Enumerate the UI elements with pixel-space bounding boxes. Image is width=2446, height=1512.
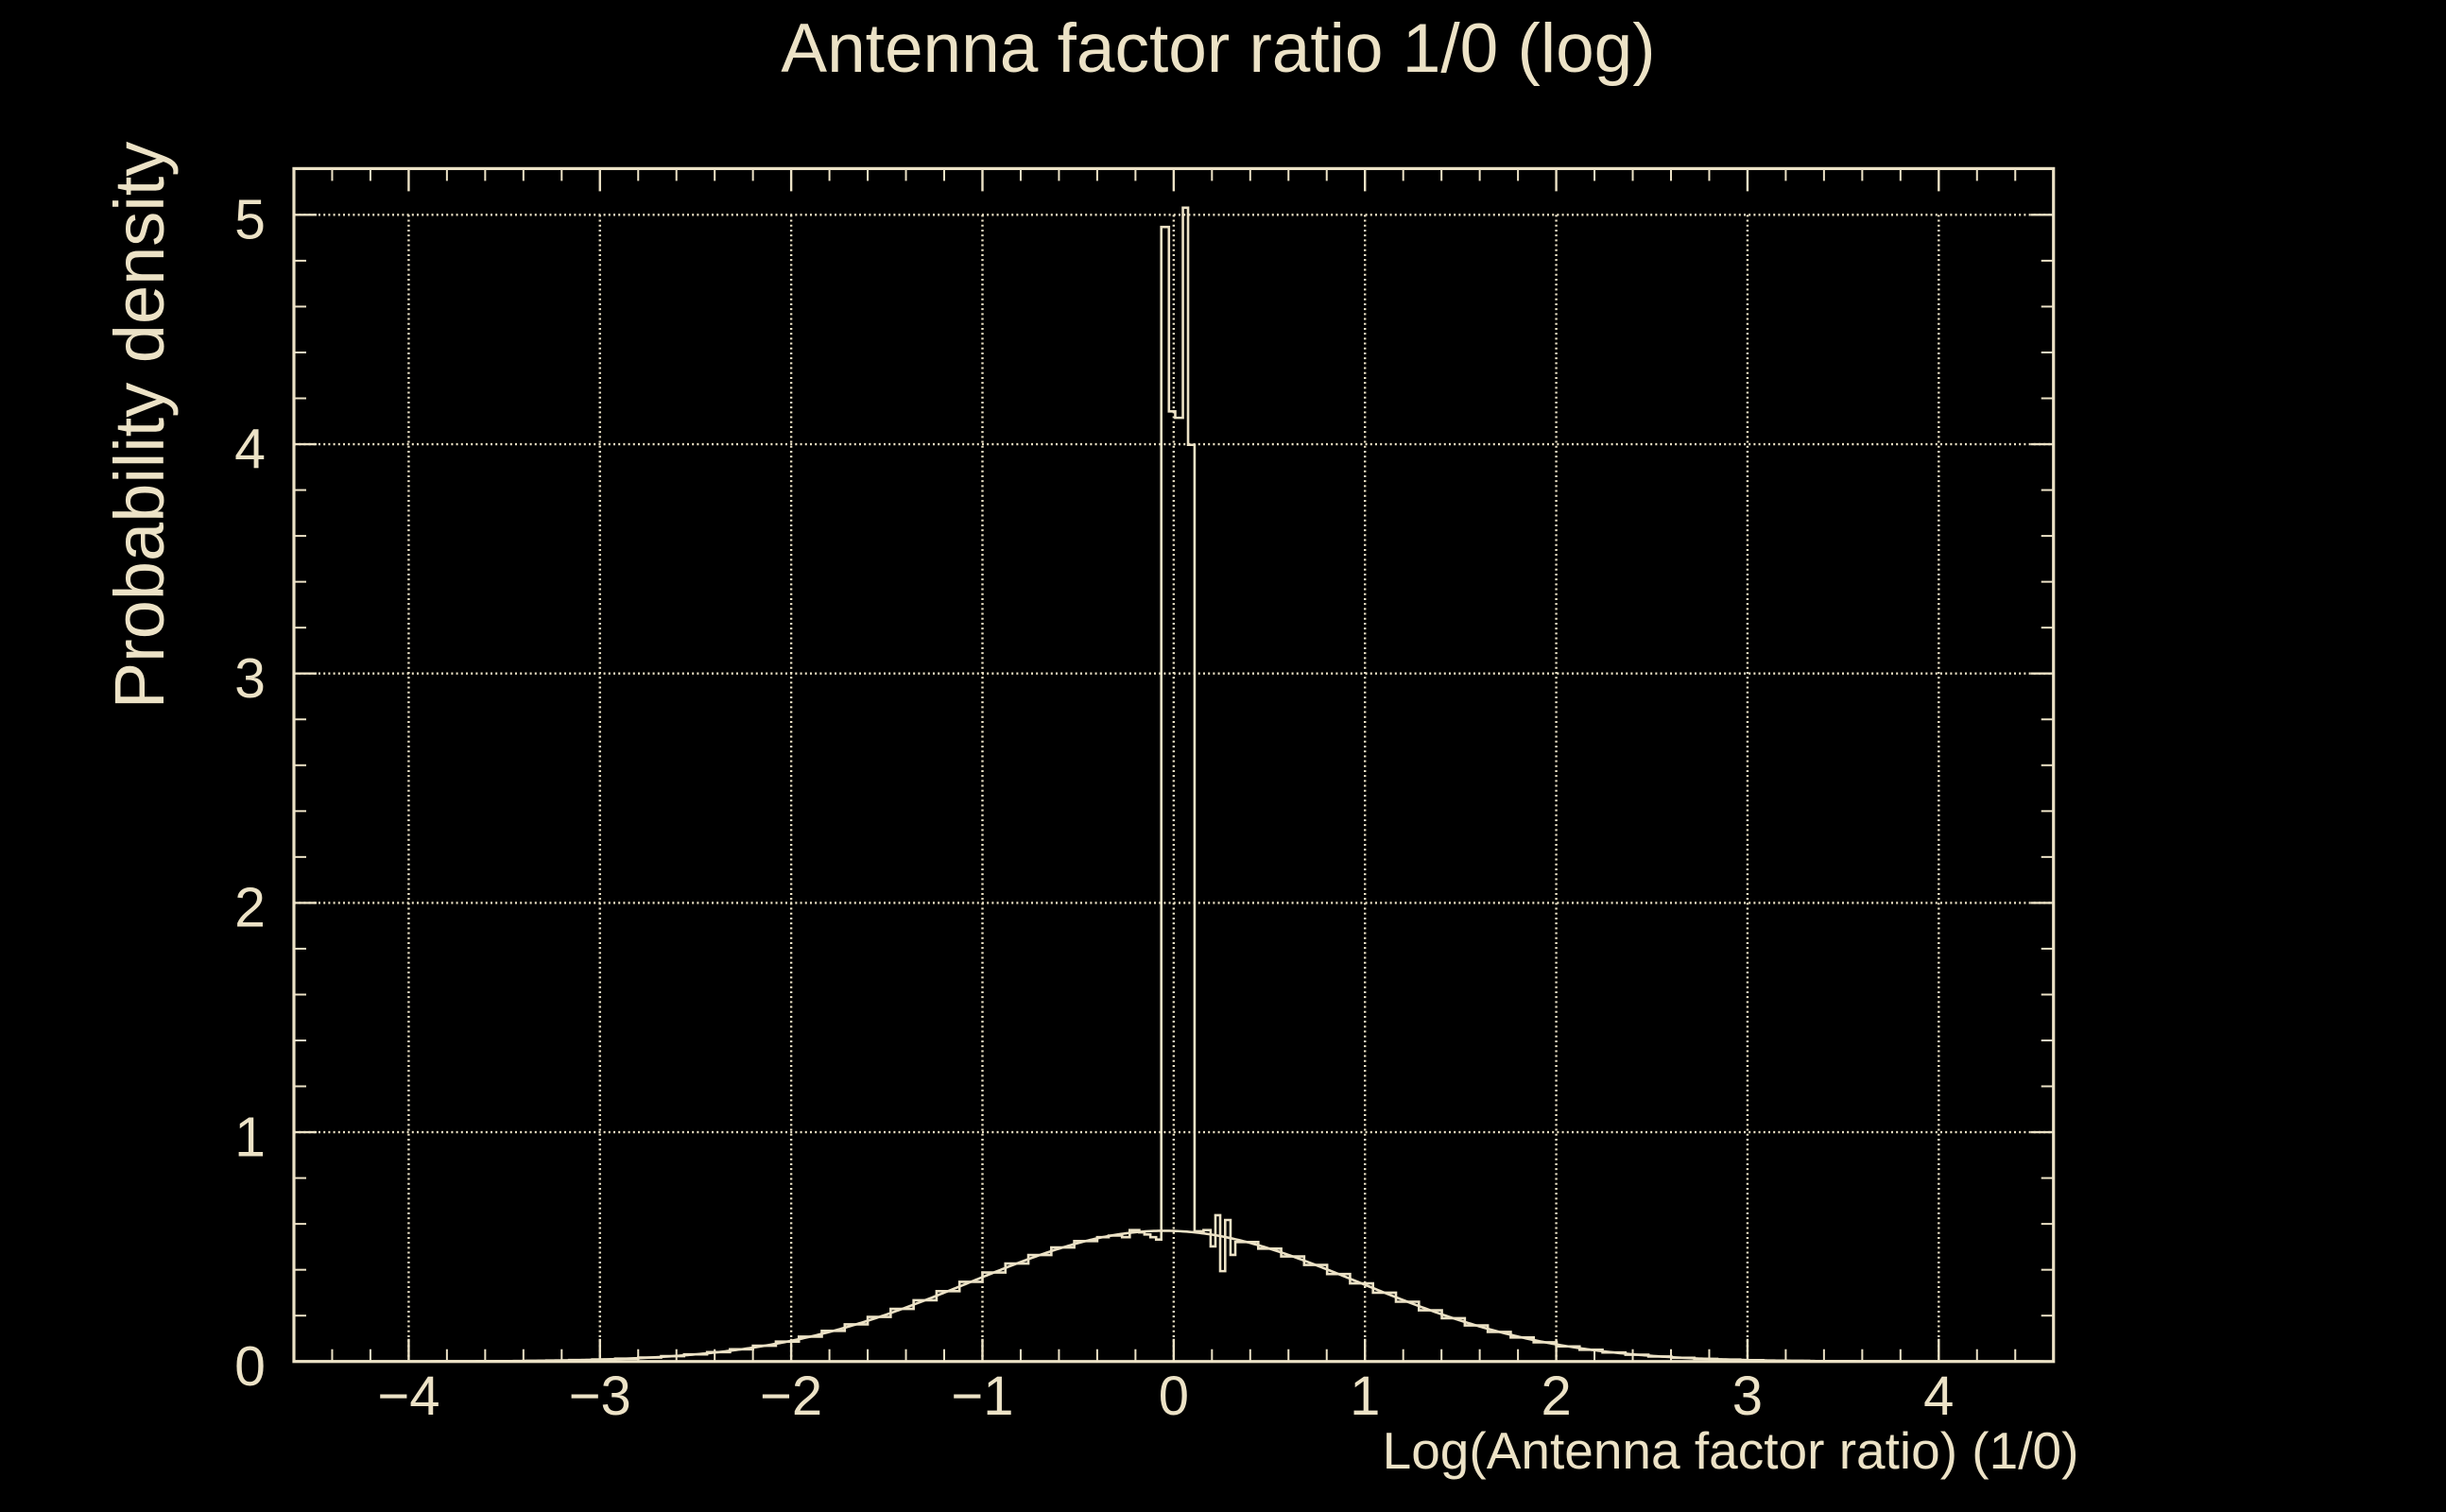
svg-text:Log(Antenna factor ratio) (1/0: Log(Antenna factor ratio) (1/0) (1383, 1421, 2079, 1480)
svg-text:3: 3 (234, 647, 266, 710)
svg-text:1: 1 (1350, 1366, 1380, 1427)
svg-text:Probability density: Probability density (100, 142, 179, 710)
svg-text:1: 1 (234, 1106, 266, 1168)
svg-text:−3: −3 (569, 1366, 631, 1427)
svg-text:−1: −1 (951, 1366, 1013, 1427)
svg-text:−2: −2 (760, 1366, 822, 1427)
svg-text:−4: −4 (377, 1366, 439, 1427)
svg-text:2: 2 (234, 877, 266, 939)
svg-text:0: 0 (234, 1335, 266, 1398)
svg-text:5: 5 (234, 189, 266, 251)
svg-text:Antenna factor ratio 1/0 (log): Antenna factor ratio 1/0 (log) (781, 10, 1655, 87)
svg-text:2: 2 (1541, 1366, 1571, 1427)
svg-text:4: 4 (234, 418, 266, 480)
svg-text:0: 0 (1159, 1366, 1189, 1427)
svg-text:4: 4 (1923, 1366, 1954, 1427)
svg-text:3: 3 (1732, 1366, 1763, 1427)
